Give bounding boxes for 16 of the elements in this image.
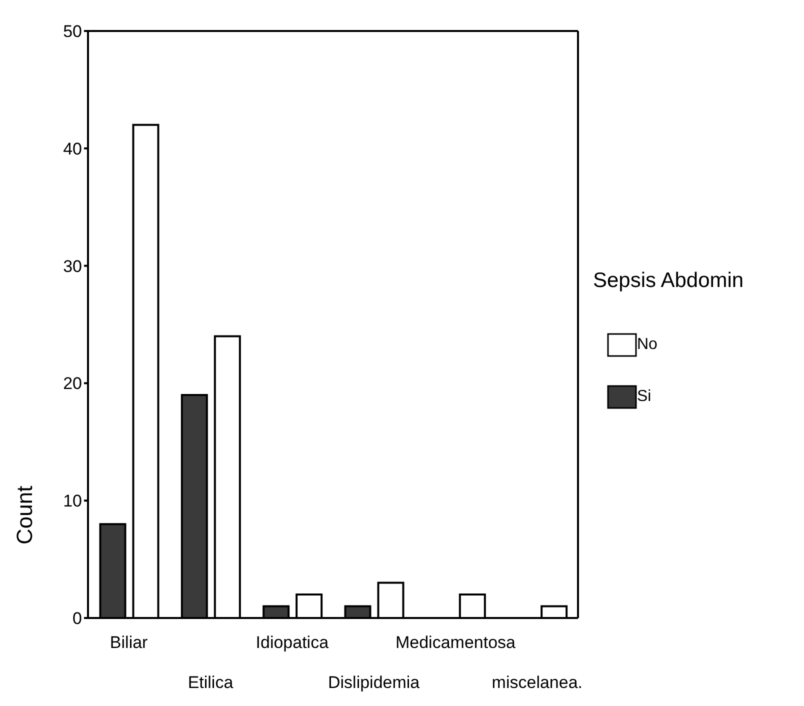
x-tick-label: miscelanea. <box>492 673 583 692</box>
x-tick-label: Biliar <box>110 633 148 652</box>
y-axis-title: Count <box>12 486 37 544</box>
y-tick-label: 30 <box>63 256 82 276</box>
y-tick-label: 40 <box>63 139 82 158</box>
legend-title: Sepsis Abdomin <box>593 269 745 293</box>
y-tick-label: 10 <box>63 492 82 511</box>
y-tick-label: 20 <box>63 374 82 394</box>
x-tick-label: Idiopatica <box>256 633 330 652</box>
y-tick-label: 0 <box>72 609 82 628</box>
x-tick-label: Etilica <box>188 673 234 692</box>
legend-label: No <box>637 336 658 354</box>
legend-label: Si <box>637 388 652 406</box>
x-tick-label: Dislipidemia <box>328 673 420 692</box>
x-tick-label: Medicamentosa <box>395 633 516 652</box>
y-tick-label: 50 <box>63 22 82 42</box>
